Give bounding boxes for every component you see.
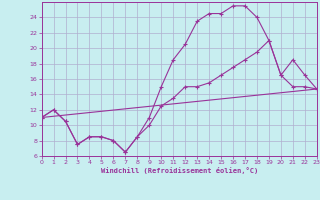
X-axis label: Windchill (Refroidissement éolien,°C): Windchill (Refroidissement éolien,°C): [100, 167, 258, 174]
